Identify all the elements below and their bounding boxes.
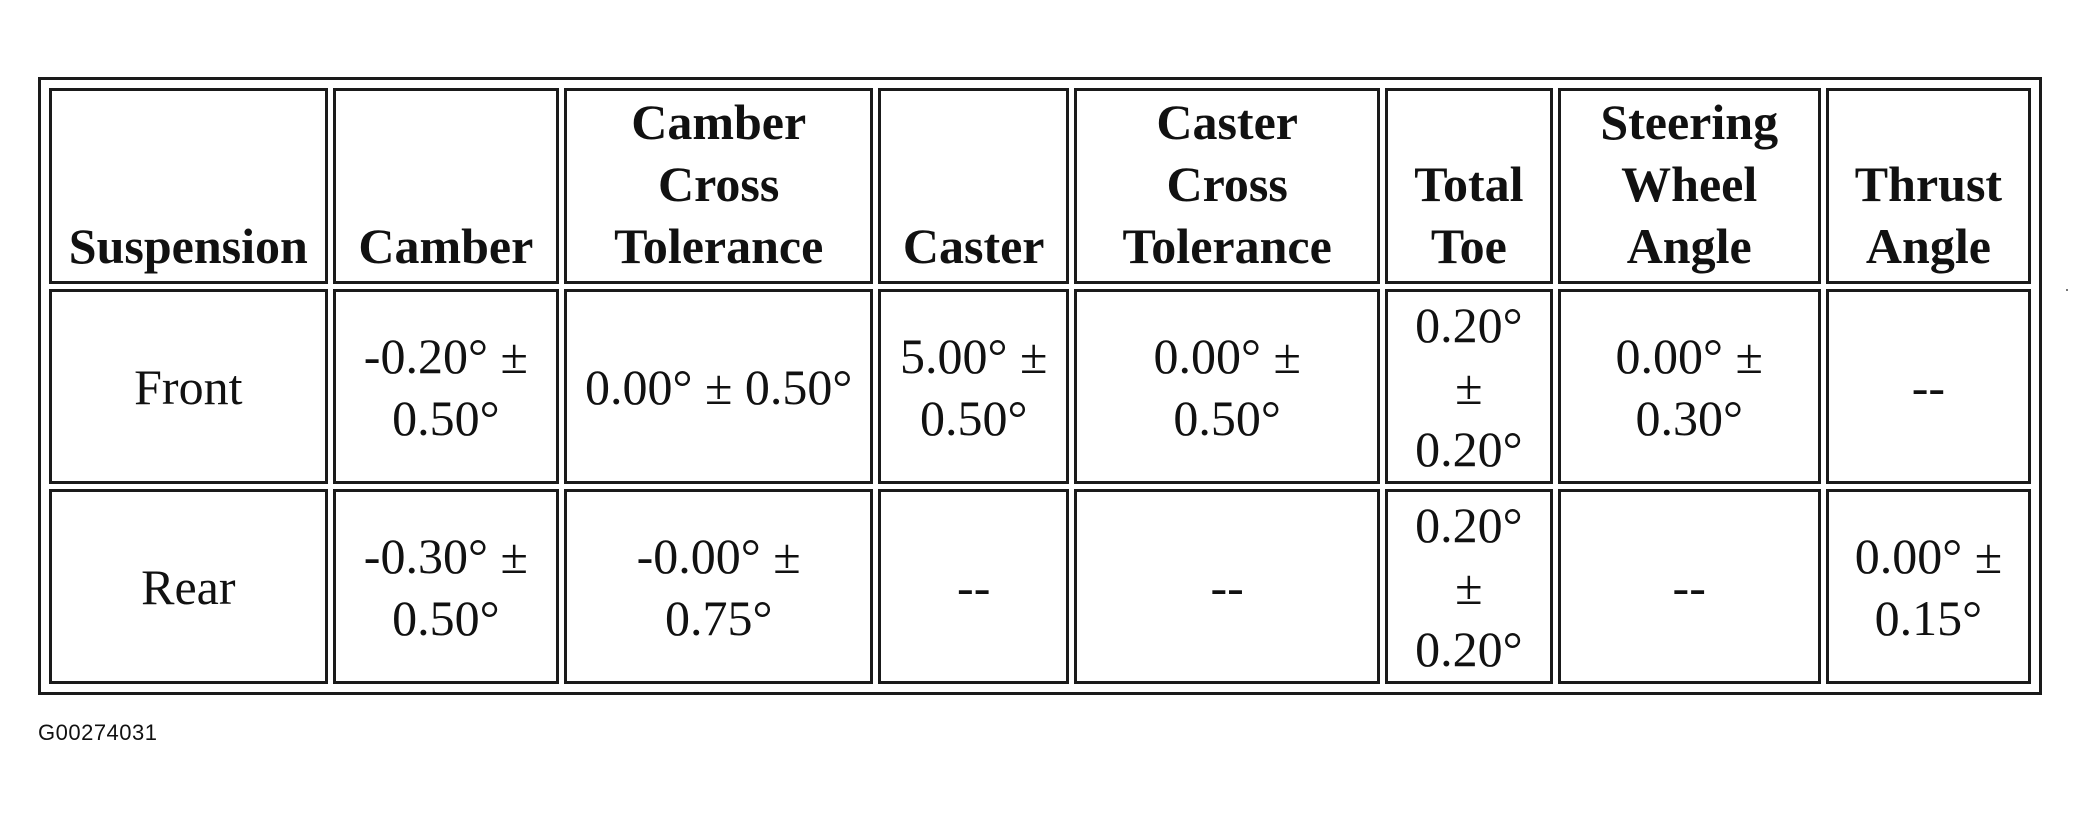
- cell-camber: -0.20° ± 0.50°: [332, 289, 560, 484]
- cell-steering-wheel-angle: --: [1557, 489, 1821, 684]
- table-row-front: Front -0.20° ± 0.50° 0.00° ± 0.50° 5.00°…: [49, 289, 2031, 484]
- header-thrust-angle: Thrust Angle: [1825, 88, 2031, 284]
- cell-camber-cross-tolerance: 0.00° ± 0.50°: [564, 289, 874, 484]
- figure-id: G00274031: [38, 720, 158, 745]
- cell-suspension: Rear: [49, 489, 328, 684]
- header-row: Suspension Camber Camber Cross Tolerance…: [49, 88, 2031, 284]
- cell-caster-cross-tolerance: --: [1074, 489, 1381, 684]
- header-camber-cross-tolerance: Camber Cross Tolerance: [564, 88, 874, 284]
- cell-total-toe: 0.20° ± 0.20°: [1385, 489, 1553, 684]
- alignment-spec-table: Suspension Camber Camber Cross Tolerance…: [44, 83, 2036, 689]
- header-suspension: Suspension: [49, 88, 328, 284]
- cell-camber-cross-tolerance: -0.00° ± 0.75°: [564, 489, 874, 684]
- cell-caster-cross-tolerance: 0.00° ± 0.50°: [1074, 289, 1381, 484]
- header-camber: Camber: [332, 88, 560, 284]
- cell-thrust-angle: --: [1825, 289, 2031, 484]
- alignment-spec-table-frame: Suspension Camber Camber Cross Tolerance…: [38, 77, 2042, 695]
- cell-total-toe: 0.20° ± 0.20°: [1385, 289, 1553, 484]
- cell-suspension: Front: [49, 289, 328, 484]
- cell-steering-wheel-angle: 0.00° ± 0.30°: [1557, 289, 1821, 484]
- scan-speck: [2066, 289, 2068, 291]
- header-caster-cross-tolerance: Caster Cross Tolerance: [1074, 88, 1381, 284]
- cell-caster: 5.00° ± 0.50°: [878, 289, 1070, 484]
- table-row-rear: Rear -0.30° ± 0.50° -0.00° ± 0.75° -- --…: [49, 489, 2031, 684]
- header-caster: Caster: [878, 88, 1070, 284]
- cell-caster: --: [878, 489, 1070, 684]
- cell-camber: -0.30° ± 0.50°: [332, 489, 560, 684]
- cell-thrust-angle: 0.00° ± 0.15°: [1825, 489, 2031, 684]
- header-total-toe: Total Toe: [1385, 88, 1553, 284]
- header-steering-wheel-angle: Steering Wheel Angle: [1557, 88, 1821, 284]
